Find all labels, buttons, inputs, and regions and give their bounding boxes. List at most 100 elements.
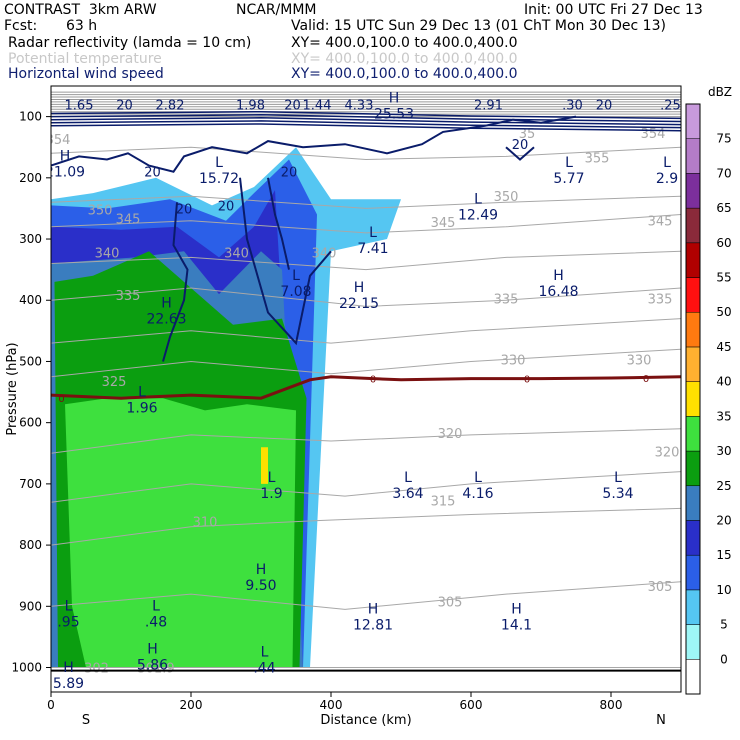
wind-label: 20 [218, 199, 235, 214]
colorbar-label: 65 [716, 201, 731, 215]
theta-label: 340 [224, 246, 249, 261]
theta-label: 320 [655, 445, 680, 460]
colorbar-label: 40 [716, 375, 731, 389]
wind-label: 20 [596, 98, 613, 113]
field-reflectivity-xy: XY= 400.0,100.0 to 400.0,400.0 [291, 35, 518, 51]
y-tick-label: 500 [19, 354, 42, 368]
valid-time: Valid: 15 UTC Sun 29 Dec 13 (01 ChT Mon … [291, 18, 666, 34]
freezing-level-label: 0 [370, 375, 376, 386]
extremum-value: .48 [145, 615, 167, 631]
y-tick-label: 600 [19, 416, 42, 430]
fcst-value: 63 h [66, 18, 98, 34]
model-title: CONTRAST 3km ARW [4, 2, 157, 18]
field-wind-xy: XY= 400.0,100.0 to 400.0,400.0 [291, 66, 518, 82]
wind-label: 20 [116, 98, 133, 113]
wind-label: 1.44 [303, 98, 332, 113]
freezing-level-label: 0 [643, 374, 649, 385]
colorbar-label: 20 [716, 513, 731, 527]
colorbar-swatch [685, 381, 701, 417]
extremum-l-letter: L [65, 599, 73, 615]
theta-label: 345 [648, 215, 673, 230]
theta-contour-330 [51, 318, 681, 344]
extremum-value: 22.15 [339, 296, 379, 312]
theta-label: 350 [494, 190, 519, 205]
wind-label: 20 [144, 166, 161, 181]
wind-contour-jet [51, 117, 681, 126]
colorbar-swatch [685, 554, 701, 591]
theta-label: 354 [46, 133, 71, 148]
extremum-l-letter: L [614, 470, 622, 486]
x-tick-label: 400 [320, 698, 343, 712]
reflectivity-region-30 [65, 398, 296, 668]
extremum-l-letter: L [369, 225, 377, 241]
extremum-l-letter: L [565, 155, 573, 171]
x-tick-label: 0 [47, 698, 55, 712]
extremum-value: 21.09 [45, 165, 85, 181]
theta-label: 305 [648, 580, 673, 595]
wind-contour-jet [51, 110, 681, 120]
extremum-value: 4.16 [462, 486, 493, 502]
colorbar-swatch [685, 207, 701, 244]
extremum-h-letter: H [389, 90, 400, 106]
theta-label: 330 [501, 354, 526, 369]
colorbar-swatch [685, 520, 701, 556]
field-theta-xy: XY= 400.0,100.0 to 400.0,400.0 [291, 51, 518, 67]
y-tick-label: 900 [19, 599, 42, 613]
colorbar-label: 25 [716, 479, 731, 493]
wind-label: .30 [562, 98, 583, 113]
theta-contour-340 [51, 250, 681, 271]
colorbar-swatch [685, 416, 701, 452]
field-theta: Potential temperature [8, 51, 162, 67]
wind-label: 4.33 [345, 98, 374, 113]
colorbar-label: 35 [716, 409, 731, 423]
colorbar-swatch [685, 277, 701, 313]
extremum-value: 9.50 [245, 578, 276, 594]
extremum-value: 5.34 [602, 486, 633, 502]
wind-contour-jet [51, 120, 681, 129]
extremum-value: 7.41 [357, 241, 388, 257]
freezing-level-label: 0 [524, 375, 530, 386]
theta-label: 345 [116, 213, 141, 228]
reflectivity-region-35 [261, 447, 268, 484]
extremum-h-letter: H [368, 602, 379, 618]
x-tick-label: 200 [180, 698, 203, 712]
extremum-value: 5.77 [553, 171, 584, 187]
extremum-l-letter: L [474, 191, 482, 207]
theta-label: 354 [641, 127, 666, 142]
init-time: Init: 00 UTC Fri 27 Dec 13 [524, 2, 703, 18]
colorbar-unit: dBZ [708, 85, 732, 99]
theta-contour-310 [51, 507, 681, 546]
theta-label: 330 [627, 354, 652, 369]
y-tick-label: 100 [19, 110, 42, 124]
y-tick-label: 800 [19, 538, 42, 552]
theta-contour-345 [51, 214, 681, 234]
colorbar-swatch [685, 450, 701, 487]
colorbar-swatch [685, 485, 701, 521]
theta-label: 335 [648, 292, 673, 307]
colorbar-label: 15 [716, 548, 731, 562]
y-tick-label: 300 [19, 232, 42, 246]
extremum-h-letter: H [553, 268, 564, 284]
wind-label: .25 [660, 98, 681, 113]
colorbar-label: 10 [716, 583, 731, 597]
extremum-value: 1.9 [260, 486, 282, 502]
y-tick-label: 700 [19, 477, 42, 491]
extremum-l-letter: L [292, 268, 300, 284]
theta-label: 345 [431, 216, 456, 231]
theta-label: 340 [95, 246, 120, 261]
wind-contour-20 [505, 146, 535, 161]
colorbar-swatch [685, 103, 701, 139]
extremum-value: 5.86 [137, 657, 168, 673]
colorbar-label: 50 [716, 305, 731, 319]
theta-label: 335 [116, 289, 141, 304]
colorbar-swatch [685, 138, 701, 174]
colorbar-label: 70 [716, 166, 731, 180]
extremum-value: 25.53 [374, 106, 414, 122]
extremum-l-letter: L [474, 470, 482, 486]
wind-contour-20 [239, 177, 332, 346]
plot-frame [50, 85, 682, 693]
extremum-l-letter: L [268, 470, 276, 486]
theta-contour-305 [51, 581, 681, 610]
extremum-h-letter: H [354, 280, 365, 296]
